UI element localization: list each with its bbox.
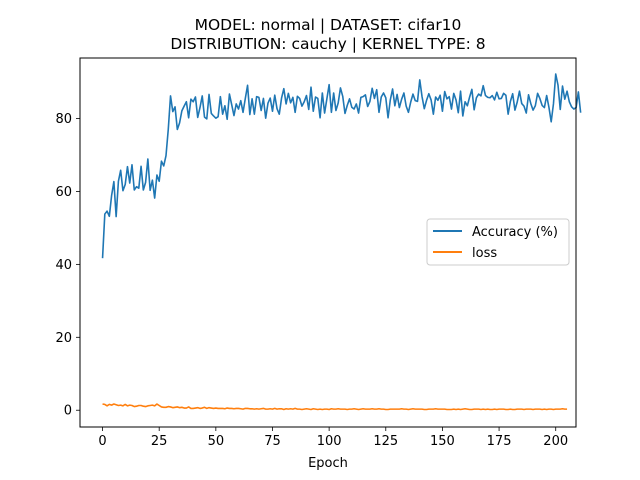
x-axis-ticks: 0 25 50 75 100 125 150 175 200 <box>98 427 568 449</box>
series-layer <box>101 73 582 411</box>
x-axis-label: Epoch <box>308 456 348 471</box>
x-tick-label: 175 <box>487 434 512 449</box>
legend: Accuracy (%) loss <box>426 218 570 266</box>
series-line-loss <box>102 403 568 411</box>
legend-label-loss: loss <box>472 246 497 261</box>
y-axis-ticks: 0 20 40 60 80 <box>55 112 80 419</box>
x-tick-label: 50 <box>208 434 225 449</box>
y-tick-label: 60 <box>55 185 72 200</box>
legend-box <box>426 218 570 266</box>
x-tick-label: 25 <box>151 434 168 449</box>
x-tick-label: 200 <box>543 434 568 449</box>
x-tick-label: 125 <box>373 434 398 449</box>
series-line-accuracy <box>101 73 582 259</box>
y-tick-label: 80 <box>55 112 72 127</box>
x-tick-label: 0 <box>98 434 106 449</box>
x-tick-label: 150 <box>430 434 455 449</box>
y-tick-label: 40 <box>55 258 72 273</box>
y-tick-label: 0 <box>64 404 72 419</box>
x-tick-label: 75 <box>264 434 281 449</box>
x-tick-label: 100 <box>317 434 342 449</box>
y-tick-label: 20 <box>55 331 72 346</box>
plot-area: 0 25 50 75 100 125 150 175 200 0 20 40 60 80 <box>55 57 582 449</box>
chart-title-line-1: MODEL: normal | DATASET: cifar10 <box>195 16 462 34</box>
axes-frame <box>79 57 577 428</box>
legend-label-accuracy: Accuracy (%) <box>472 225 558 240</box>
chart-title-line-2: DISTRIBUTION: cauchy | KERNEL TYPE: 8 <box>170 35 485 53</box>
